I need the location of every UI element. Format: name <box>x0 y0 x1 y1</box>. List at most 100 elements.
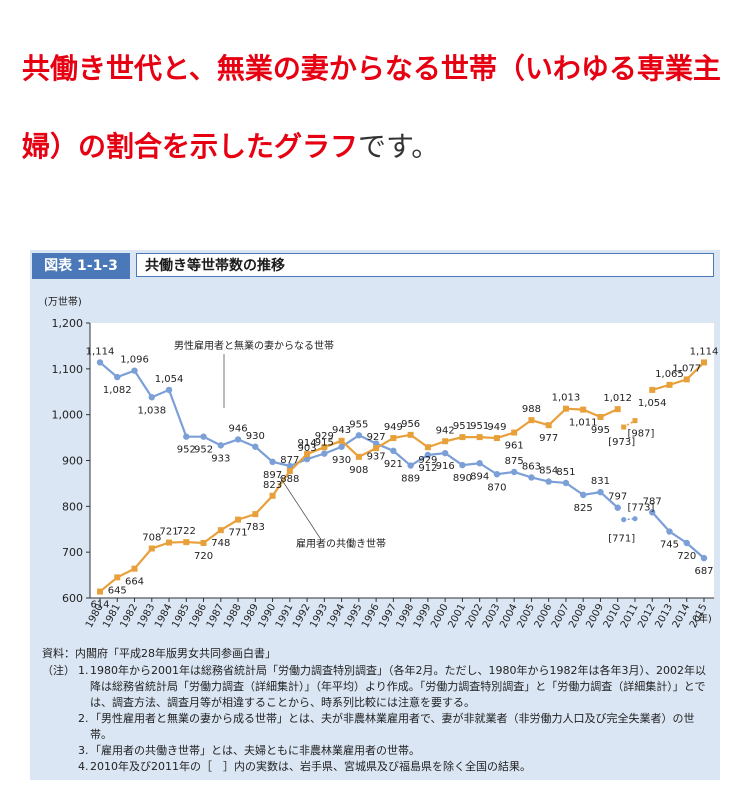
data-point <box>304 451 311 458</box>
series-line-1 <box>651 361 705 391</box>
y-tick-label: 700 <box>62 546 83 559</box>
source-note: 資料：内閣府「平成28年版男女共同参画白書」 <box>42 647 276 660</box>
figure-label: 図表 1-1-3 <box>32 253 130 279</box>
data-point <box>666 528 673 535</box>
data-label: 664 <box>125 577 144 588</box>
data-label: 1,077 <box>672 363 701 374</box>
data-label: 721 <box>159 527 178 538</box>
data-label: 890 <box>453 473 472 484</box>
data-point <box>701 359 707 366</box>
data-label: 877 <box>280 455 299 466</box>
data-point <box>493 435 500 442</box>
data-point <box>303 455 311 463</box>
data-point <box>114 373 121 381</box>
data-labels: 1,1141,0821,0961,0381,054952952933946930… <box>86 346 719 610</box>
y-tick-label: 900 <box>62 455 83 468</box>
data-label: 1,082 <box>103 385 132 396</box>
data-label: 914 <box>298 438 317 449</box>
data-point <box>683 376 690 383</box>
data-point <box>597 413 604 420</box>
data-label: 645 <box>108 585 127 596</box>
data-label: 929 <box>418 455 437 466</box>
data-point <box>97 588 103 595</box>
data-point <box>131 565 138 572</box>
y-tick-label: 600 <box>62 592 83 605</box>
data-point <box>252 511 259 518</box>
data-label: 956 <box>401 419 420 430</box>
data-label: 937 <box>367 452 386 463</box>
data-label: 995 <box>591 425 610 436</box>
data-point <box>580 406 587 413</box>
data-point <box>200 540 207 546</box>
data-label: 1,011 <box>569 418 598 429</box>
data-label: 952 <box>194 445 213 456</box>
note-text: 「雇用者の共働き世帯」とは、夫婦ともに非農林業雇用者の世帯。 <box>90 744 420 757</box>
data-point <box>614 504 621 511</box>
data-point <box>476 434 483 441</box>
data-point <box>355 432 363 439</box>
data-point <box>700 554 708 562</box>
data-label: 720 <box>677 551 696 562</box>
data-label: 771 <box>229 528 248 539</box>
data-label: 952 <box>177 445 196 456</box>
data-point <box>269 492 276 499</box>
data-label: 1,114 <box>86 346 115 357</box>
data-point <box>683 539 690 547</box>
data-label: 933 <box>211 453 230 464</box>
figure-header: 図表 1-1-3 共働き等世帯数の推移 <box>32 253 718 279</box>
series-label-dual-income: 雇用者の共働き世帯 <box>296 537 386 550</box>
y-tick-label: 1,100 <box>52 363 84 376</box>
bracket-point <box>621 424 627 430</box>
data-point <box>493 471 501 478</box>
data-point <box>252 443 259 450</box>
data-label: 870 <box>487 482 506 493</box>
data-label: 720 <box>194 551 213 562</box>
data-point <box>442 438 449 445</box>
data-point <box>373 445 380 452</box>
data-point <box>649 509 656 516</box>
data-label: 722 <box>177 526 196 537</box>
data-label: 851 <box>556 467 575 478</box>
data-label: 946 <box>229 423 248 434</box>
data-point <box>131 367 138 374</box>
bracket-label: [973] <box>608 437 635 448</box>
data-label: 903 <box>298 443 317 454</box>
data-label: 854 <box>539 466 558 477</box>
note-number: 4. <box>78 760 89 773</box>
data-label: 916 <box>436 461 455 472</box>
data-point <box>424 444 431 451</box>
data-label: 1,114 <box>690 346 719 357</box>
data-label: 961 <box>505 441 524 452</box>
data-point <box>545 422 552 429</box>
data-label: 875 <box>505 456 524 467</box>
data-label: 1,013 <box>552 393 581 404</box>
bracket-point <box>632 516 638 522</box>
data-point <box>562 479 570 487</box>
plot-area <box>90 323 714 598</box>
headline-plain: です。 <box>358 130 440 163</box>
data-point <box>338 437 345 444</box>
line-chart: 6007008009001,0001,1001,2001980198119821… <box>44 295 719 630</box>
note-text: 「男性雇用者と無業の妻から成る世帯」とは、夫が非農林業雇用者で、妻が非就業者（非… <box>90 712 695 741</box>
data-point <box>459 434 466 441</box>
data-point <box>286 468 293 475</box>
series-lines <box>96 359 708 595</box>
data-label: 745 <box>660 540 679 551</box>
data-label: 955 <box>349 419 368 430</box>
data-label: 1,054 <box>155 374 184 385</box>
data-point <box>562 405 569 412</box>
data-point <box>528 474 535 481</box>
data-label: 921 <box>384 459 403 470</box>
data-point <box>114 574 121 581</box>
data-point <box>96 359 104 366</box>
data-label: 942 <box>436 425 455 436</box>
figure-title: 共働き等世帯数の推移 <box>136 253 714 277</box>
note-text: 1980年から2001年は総務省統計局「労働力調査特別調査」（各年2月。ただし、… <box>90 664 706 709</box>
note-number: 1. <box>78 664 89 677</box>
note-tag: （注） <box>42 664 75 677</box>
data-point <box>200 433 207 440</box>
series-line-0 <box>651 511 705 559</box>
note-item: （注） 1. 1980年から2001年は総務省統計局「労働力調査特別調査」（各年2月… <box>42 663 714 711</box>
y-tick-label: 1,000 <box>52 409 84 422</box>
data-point <box>424 451 432 459</box>
